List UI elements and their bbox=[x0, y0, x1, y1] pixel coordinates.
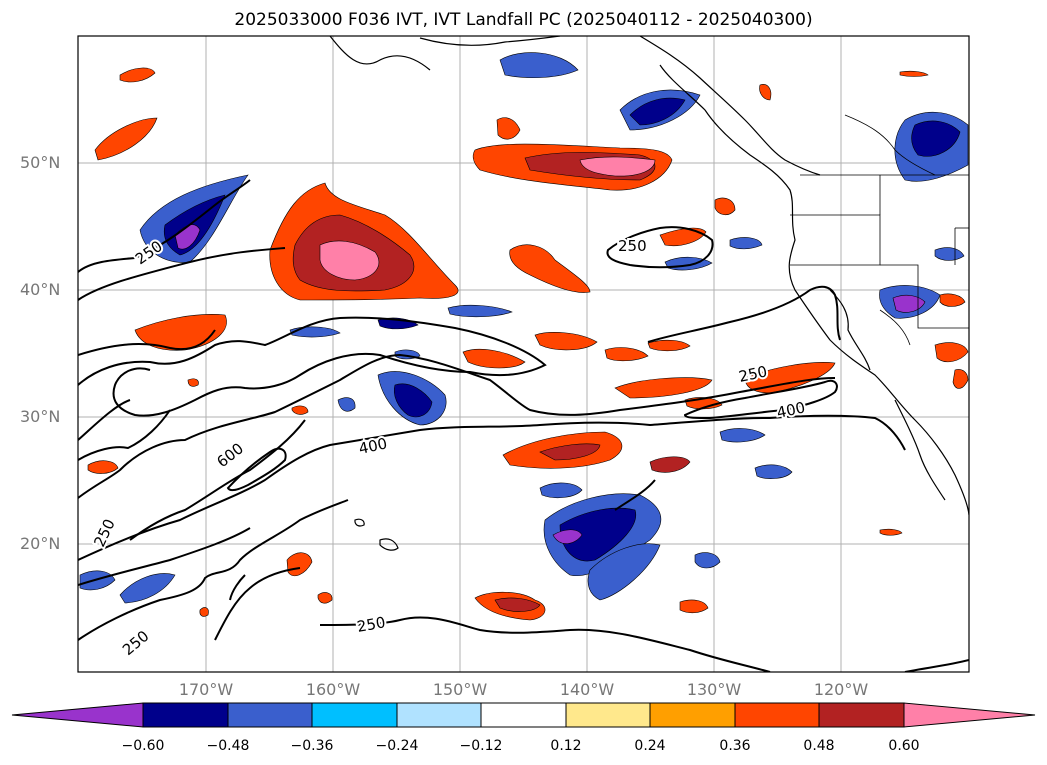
borders bbox=[790, 114, 969, 346]
lon-label-130w: 130°W bbox=[686, 680, 742, 699]
colorbar-tick: −0.24 bbox=[375, 738, 419, 754]
colorbar-tick: 0.24 bbox=[634, 738, 666, 754]
colorbar-segment bbox=[142, 702, 229, 728]
colorbar-tick: 0.12 bbox=[550, 738, 582, 754]
colorbar-tick: 0.36 bbox=[719, 738, 751, 754]
colorbar bbox=[11, 702, 1036, 728]
lon-label-150w: 150°W bbox=[432, 680, 488, 699]
colorbar-tick: −0.48 bbox=[206, 738, 250, 754]
positive-pc-regions bbox=[87, 67, 969, 621]
colorbar-segment bbox=[480, 702, 567, 728]
colorbar-segment bbox=[818, 702, 905, 728]
colorbar-segment bbox=[227, 702, 313, 728]
plot-area bbox=[78, 36, 969, 672]
lon-label-120w: 120°W bbox=[813, 680, 869, 699]
colorbar-segment bbox=[734, 702, 820, 728]
lat-label-20: 20°N bbox=[20, 534, 61, 553]
lon-label-140w: 140°W bbox=[559, 680, 615, 699]
plot-frame bbox=[77, 35, 970, 673]
colorbar-extend-low bbox=[11, 702, 144, 728]
colorbar-tick: 0.48 bbox=[803, 738, 835, 754]
colorbar-tick: −0.36 bbox=[290, 738, 334, 754]
colorbar-tick: −0.60 bbox=[121, 738, 165, 754]
lon-label-170w: 170°W bbox=[178, 680, 234, 699]
lat-label-30: 30°N bbox=[20, 407, 61, 426]
coastlines bbox=[329, 36, 969, 551]
colorbar-segment bbox=[649, 702, 736, 728]
lat-label-50: 50°N bbox=[20, 153, 61, 172]
lat-label-40: 40°N bbox=[20, 280, 61, 299]
colorbar-tick: 0.60 bbox=[888, 738, 920, 754]
ivt-contours bbox=[78, 179, 969, 672]
contour-label-250-ne: 250 bbox=[618, 237, 647, 255]
colorbar-extend-high bbox=[903, 702, 1036, 728]
map-title: 2025033000 F036 IVT, IVT Landfall PC (20… bbox=[234, 10, 813, 30]
colorbar-tick: −0.12 bbox=[459, 738, 503, 754]
colorbar-segment bbox=[311, 702, 398, 728]
colorbar-segment bbox=[396, 702, 482, 728]
colorbar-segment bbox=[565, 702, 651, 728]
lon-label-160w: 160°W bbox=[305, 680, 361, 699]
